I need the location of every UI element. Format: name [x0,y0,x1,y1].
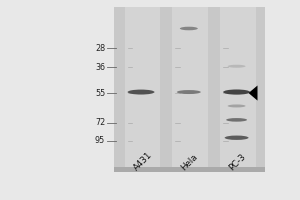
Ellipse shape [180,27,198,30]
Text: A431: A431 [132,150,154,172]
Text: 36: 36 [95,63,105,72]
Ellipse shape [225,136,248,140]
Text: Hela: Hela [179,152,200,172]
Text: 72: 72 [95,118,105,127]
Text: 55: 55 [95,89,105,98]
Ellipse shape [223,89,250,95]
Text: 95: 95 [95,136,105,145]
Text: PC-3: PC-3 [227,152,247,172]
Bar [172,7,208,171]
Text: 28: 28 [95,44,105,53]
Ellipse shape [177,90,201,94]
Bar [114,7,265,171]
Polygon shape [248,86,257,101]
Bar [124,7,160,171]
Bar [114,167,265,171]
Ellipse shape [228,65,246,68]
Bar [220,7,256,171]
Ellipse shape [228,104,246,107]
Ellipse shape [226,118,247,122]
Ellipse shape [128,90,154,95]
